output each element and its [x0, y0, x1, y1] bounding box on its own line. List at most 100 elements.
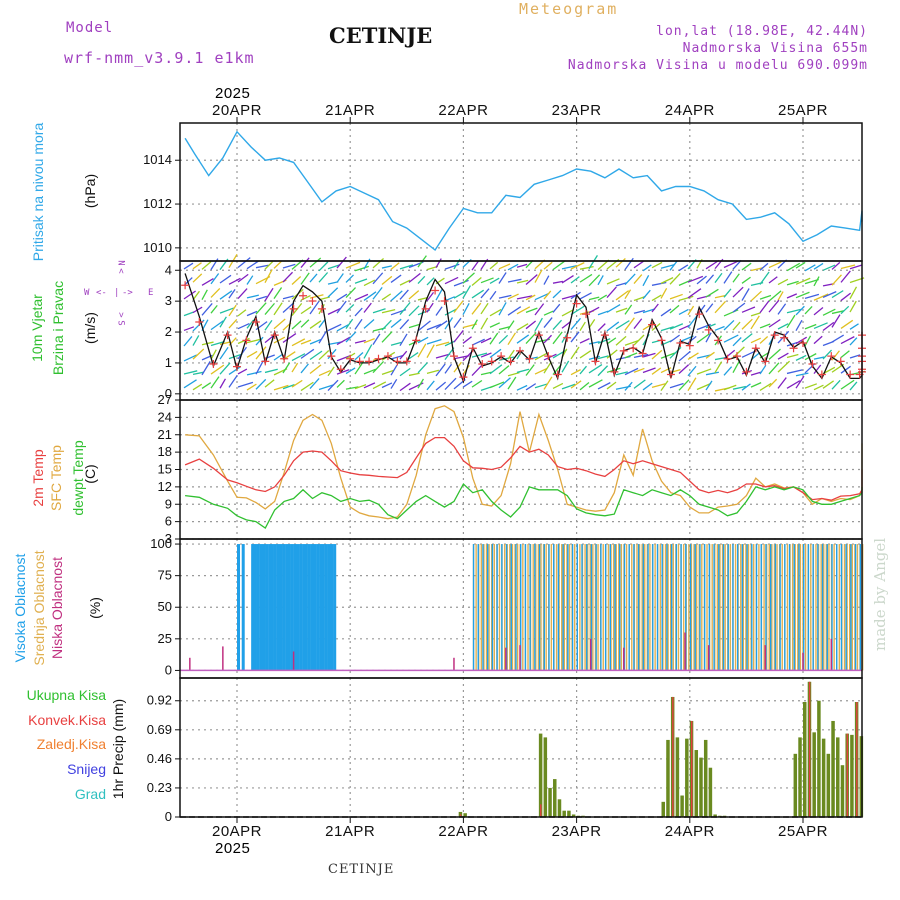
cloud-bar	[642, 544, 645, 671]
cloud-bar	[268, 544, 272, 671]
cloud-bar	[316, 544, 320, 671]
wind-vector	[246, 383, 257, 391]
wind-vector	[795, 261, 806, 269]
precip-tick-label: 0.69	[147, 722, 172, 737]
wind-vector	[732, 321, 741, 331]
wind-vector	[264, 302, 275, 315]
wind-vector	[651, 261, 663, 269]
wind-gust-marker	[638, 349, 647, 358]
cloud-bar	[633, 544, 635, 671]
wind-vector	[363, 291, 377, 301]
wind-gust-marker	[582, 310, 591, 319]
wind-vector	[579, 365, 588, 375]
wind-vector	[696, 275, 707, 285]
wind-vector	[246, 350, 258, 358]
wind-vector	[354, 318, 363, 330]
wind-vector	[372, 333, 381, 345]
wind-vector	[327, 348, 337, 360]
precip-total-bar	[831, 720, 835, 817]
wind-vector	[381, 293, 392, 301]
cloud-bar	[493, 544, 495, 671]
wind-vector	[588, 274, 601, 287]
wind-vector	[399, 289, 409, 300]
precip-total-bar	[840, 765, 845, 817]
wind-vector	[804, 362, 816, 374]
cloud-bar	[579, 544, 581, 671]
pressure-tick-label: 1012	[143, 196, 172, 211]
wind-vector	[768, 299, 780, 313]
wind-vector	[354, 278, 368, 284]
wind-vector	[660, 352, 676, 359]
wind-vector	[525, 307, 538, 313]
wind-gust-marker	[261, 357, 270, 366]
wind-vector	[525, 274, 538, 286]
wind-vector	[480, 288, 490, 299]
cloud-bar	[647, 544, 649, 671]
wind-vector	[813, 322, 828, 330]
wind-vector	[660, 264, 675, 269]
wind-vector	[435, 288, 443, 301]
model-label: Model	[66, 20, 114, 36]
wind-vector	[345, 331, 357, 343]
wind-gust-marker	[544, 352, 553, 361]
temp-tick-label: 15	[158, 462, 172, 477]
wind-vector	[723, 288, 732, 298]
cloud-bar	[693, 544, 695, 671]
wind-vector	[318, 272, 329, 283]
wind-vector	[390, 290, 403, 302]
wind-vector	[201, 341, 214, 346]
cloud-bar	[652, 544, 654, 671]
temp-tick-label: 27	[158, 392, 172, 407]
cloud-bar	[765, 544, 767, 671]
cloud-bar	[745, 544, 747, 671]
wind-vector	[237, 273, 249, 283]
wind-vector	[777, 352, 789, 360]
wind-vector	[210, 304, 218, 314]
wind-vector	[741, 276, 751, 284]
wind-vector	[489, 348, 502, 359]
wind-vector	[300, 272, 310, 285]
cloud-bar	[610, 544, 612, 671]
date-label-bottom: 22APR	[438, 823, 488, 840]
cloud-bar	[758, 544, 760, 671]
cloud-bar	[810, 544, 812, 671]
wind-vector	[354, 293, 369, 301]
wind-gust-marker	[346, 354, 355, 363]
wind-vector	[516, 306, 531, 315]
wind-vector	[318, 261, 329, 272]
cloud-bar	[304, 544, 308, 671]
cloud-tick-label: 25	[158, 631, 172, 646]
wind-vector	[507, 293, 519, 300]
cloud-bar	[714, 544, 716, 671]
cloud-bar	[586, 544, 589, 671]
wind-vector	[336, 324, 349, 332]
wind-vector	[741, 383, 751, 391]
cloud-bar	[491, 544, 494, 671]
wind-vector	[462, 285, 471, 299]
wind-vector	[768, 261, 782, 269]
cloud-bar	[485, 544, 488, 671]
wind-vector	[570, 346, 580, 360]
wind-vector	[471, 379, 483, 388]
wind-vector	[237, 322, 250, 330]
wind-vector	[642, 352, 656, 358]
date-label-bottom: 23APR	[552, 823, 602, 840]
wind-vector	[669, 334, 680, 343]
wind-vector	[273, 287, 283, 300]
wind-vector	[651, 383, 666, 388]
wind-vector	[732, 302, 746, 313]
wind-vector	[327, 264, 341, 270]
wind-vector	[363, 279, 376, 287]
wind-gust-marker	[516, 346, 524, 355]
wind-vector	[795, 354, 807, 361]
wind-vector	[327, 366, 335, 377]
wind-vector	[741, 333, 753, 343]
cloud-bar	[543, 544, 545, 671]
wind-vector	[498, 365, 510, 375]
wind-vector	[777, 377, 787, 389]
wind-vector	[291, 362, 299, 373]
wind-vector	[687, 352, 699, 361]
cloud-bar	[545, 544, 547, 671]
wind-vector	[804, 293, 820, 300]
wind-vector	[840, 350, 850, 359]
